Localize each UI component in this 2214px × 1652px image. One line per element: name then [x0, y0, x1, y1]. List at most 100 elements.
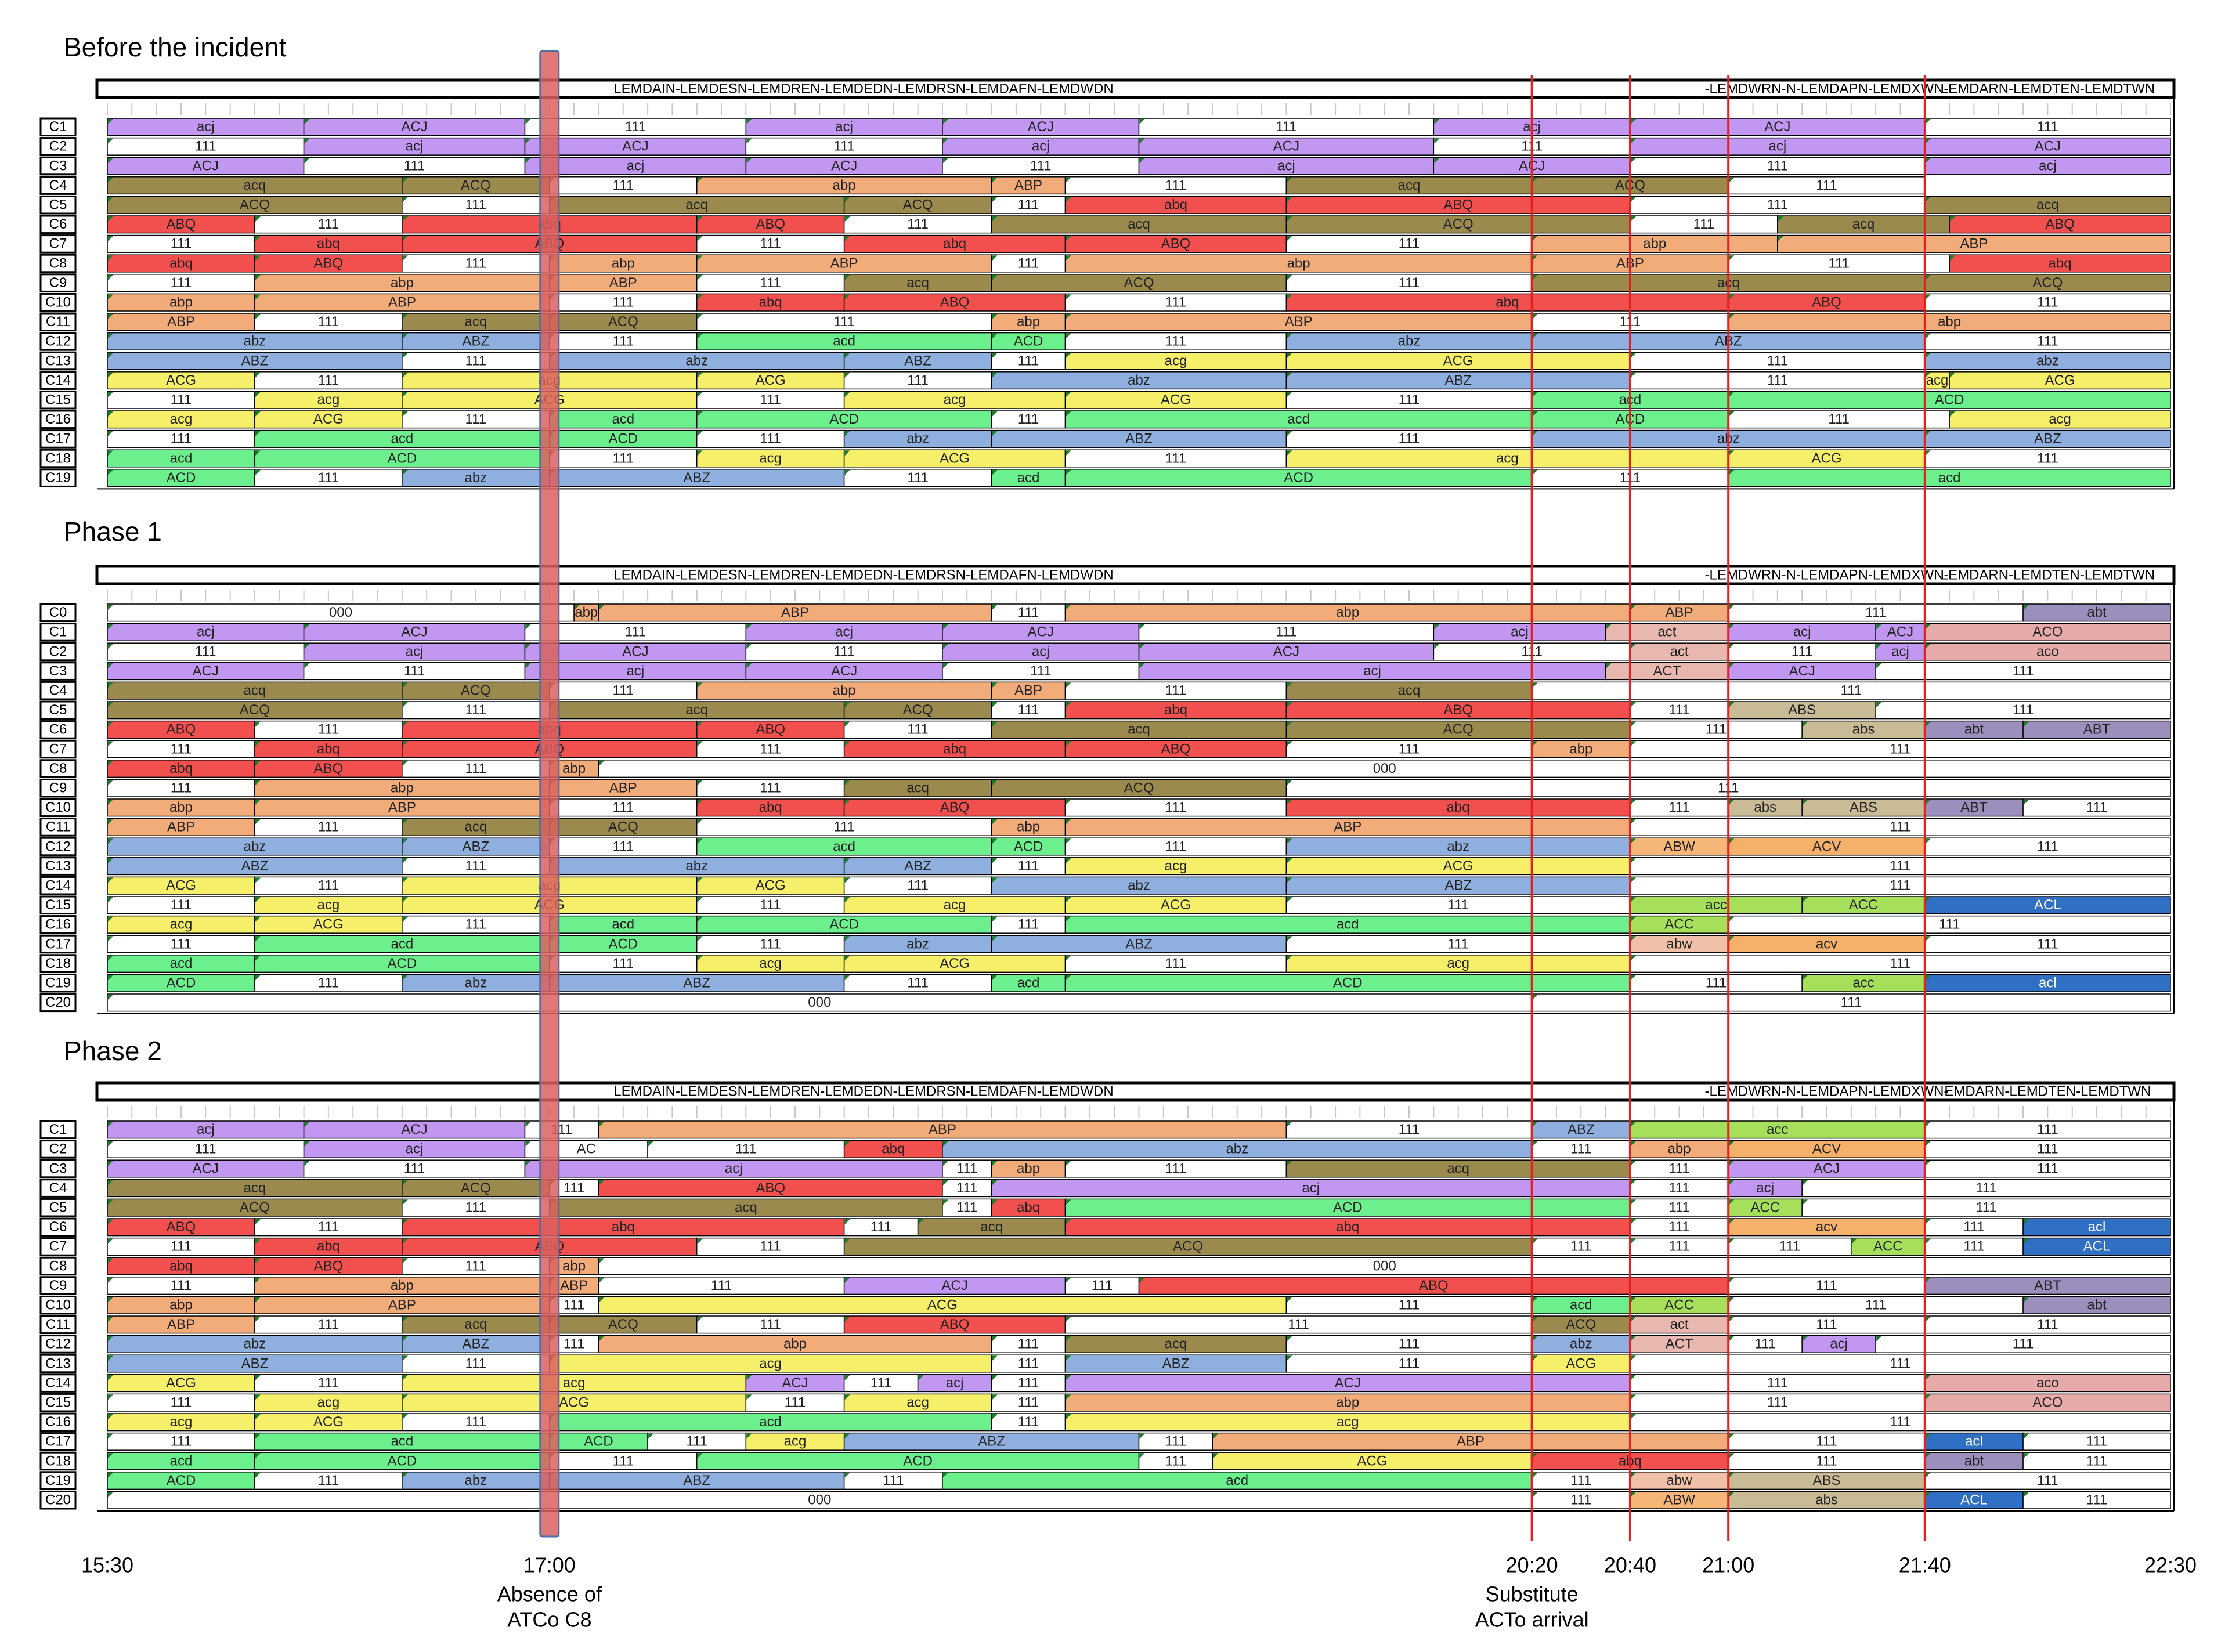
segment-corner-marker — [402, 897, 408, 902]
schedule-segment — [843, 196, 992, 214]
segment-label: abp — [783, 1336, 807, 1352]
panel-2: Phase 1LEMDAIN-LEMDESN-LEMDREN-LEMDEDN-L… — [39, 516, 2176, 1014]
segment-corner-marker — [255, 236, 261, 241]
segment-label: ACQ — [1173, 1239, 1203, 1255]
segment-corner-marker — [108, 1180, 113, 1185]
segment-label: ACQ — [1566, 1317, 1596, 1332]
segment-corner-marker — [1532, 236, 1538, 241]
segment-corner-marker — [1729, 177, 1735, 183]
schedule-segment — [843, 720, 992, 739]
schedule-segment — [745, 642, 943, 661]
segment-label: ACV — [1812, 838, 1841, 854]
schedule-segment — [696, 429, 845, 448]
segment-label: ABZ — [904, 353, 931, 368]
segment-label: acj — [406, 644, 424, 659]
schedule-segment — [1924, 935, 2171, 953]
segment-corner-marker — [1066, 1394, 1071, 1400]
row-label: C9 — [49, 780, 67, 796]
segment-label: 111 — [1165, 838, 1186, 854]
segment-corner-marker — [1925, 838, 1931, 844]
schedule-segment — [1875, 623, 1926, 641]
row-label: C12 — [45, 334, 71, 349]
schedule-segment — [1531, 1237, 1631, 1256]
segment-corner-marker — [1066, 955, 1071, 961]
segment-label: 111 — [2037, 838, 2058, 854]
segment-corner-marker — [255, 450, 261, 456]
segment-corner-marker — [1925, 644, 1931, 649]
segment-label: 111 — [1570, 1473, 1591, 1488]
segment-corner-marker — [108, 1161, 113, 1166]
segment-corner-marker — [1876, 624, 1882, 630]
segment-corner-marker — [1287, 800, 1292, 805]
schedule-segment — [1924, 293, 2171, 312]
schedule-segment — [1064, 974, 1631, 992]
segment-label: ACD — [167, 1473, 196, 1488]
segment-label: 111 — [1767, 1395, 1788, 1411]
segment-label: 111 — [1399, 392, 1420, 408]
segment-label: ABP — [1960, 236, 1988, 252]
schedule-segment — [942, 623, 1140, 641]
roster-row: C20 000 111 — [39, 993, 2171, 1013]
segment-label: abp — [833, 178, 856, 193]
row-label: C5 — [49, 702, 67, 718]
segment-label: 111 — [1890, 878, 1910, 894]
segment-label: acj — [197, 1122, 215, 1137]
segment-corner-marker — [1925, 274, 1931, 280]
segment-corner-marker — [1925, 372, 1931, 378]
segment-label: 111 — [171, 897, 192, 913]
row-label-box — [39, 254, 77, 273]
row-label-box — [39, 1159, 77, 1179]
schedule-segment — [991, 876, 1287, 895]
segment-corner-marker — [992, 1161, 998, 1166]
schedule-segment — [1630, 1179, 1729, 1198]
segment-label: acl — [2039, 975, 2057, 991]
segment-label: ABP — [388, 1297, 416, 1313]
segment-corner-marker — [108, 1453, 113, 1459]
schedule-segment — [549, 974, 845, 992]
row-label: C14 — [45, 1375, 71, 1391]
row-label-box — [39, 1179, 77, 1198]
schedule-segment — [1924, 449, 2171, 468]
schedule-segment — [745, 1432, 845, 1451]
segment-label: acd — [391, 1434, 414, 1449]
segment-corner-marker — [942, 644, 948, 649]
segment-label: 111 — [465, 353, 486, 368]
segment-corner-marker — [402, 702, 408, 707]
schedule-segment — [2022, 603, 2171, 622]
segment-corner-marker — [255, 392, 261, 397]
segment-label: 111 — [465, 255, 486, 271]
schedule-segment — [107, 642, 305, 661]
segment-label: 111 — [1865, 605, 1886, 620]
schedule-segment — [254, 740, 403, 758]
schedule-segment — [1630, 1198, 1729, 1217]
segment-corner-marker — [1630, 119, 1636, 124]
axis-tick-label: 15:30 — [81, 1553, 133, 1577]
segment-label: 111 — [1816, 1453, 1837, 1469]
segment-corner-marker — [697, 1453, 703, 1459]
schedule-segment — [1630, 818, 2171, 836]
schedule-segment — [1064, 1277, 1140, 1295]
segment-label: acj — [1830, 1336, 1848, 1352]
roster-row: C19 ACD 111 abz ABZ 111 acd 111 abw ABS 111 — [39, 1471, 2171, 1490]
segment-corner-marker — [1729, 450, 1735, 456]
segment-corner-marker — [746, 644, 752, 649]
schedule-segment — [1924, 429, 2171, 448]
roster-row: C3 ACJ 111 acj 111 abp 111 acq 111 ACJ 111 — [39, 1159, 2171, 1179]
segment-corner-marker — [992, 1394, 998, 1400]
segment-label: 111 — [2037, 1161, 2058, 1176]
segment-corner-marker — [1729, 411, 1735, 417]
segment-label: acd — [759, 1414, 782, 1430]
segment-corner-marker — [108, 411, 113, 417]
schedule-segment — [1531, 1315, 1631, 1334]
schedule-segment — [1924, 1374, 2171, 1393]
schedule-segment — [107, 332, 403, 350]
segment-corner-marker — [1287, 177, 1292, 183]
schedule-segment — [843, 1140, 943, 1158]
segment-label: ACC — [1750, 1200, 1780, 1216]
segment-label: 111 — [1018, 1395, 1039, 1411]
segment-label: 111 — [195, 1141, 216, 1157]
segment-label: 111 — [195, 644, 216, 659]
segment-corner-marker — [402, 1199, 408, 1205]
row-label: C17 — [45, 936, 71, 952]
schedule-segment — [1630, 1374, 1926, 1393]
